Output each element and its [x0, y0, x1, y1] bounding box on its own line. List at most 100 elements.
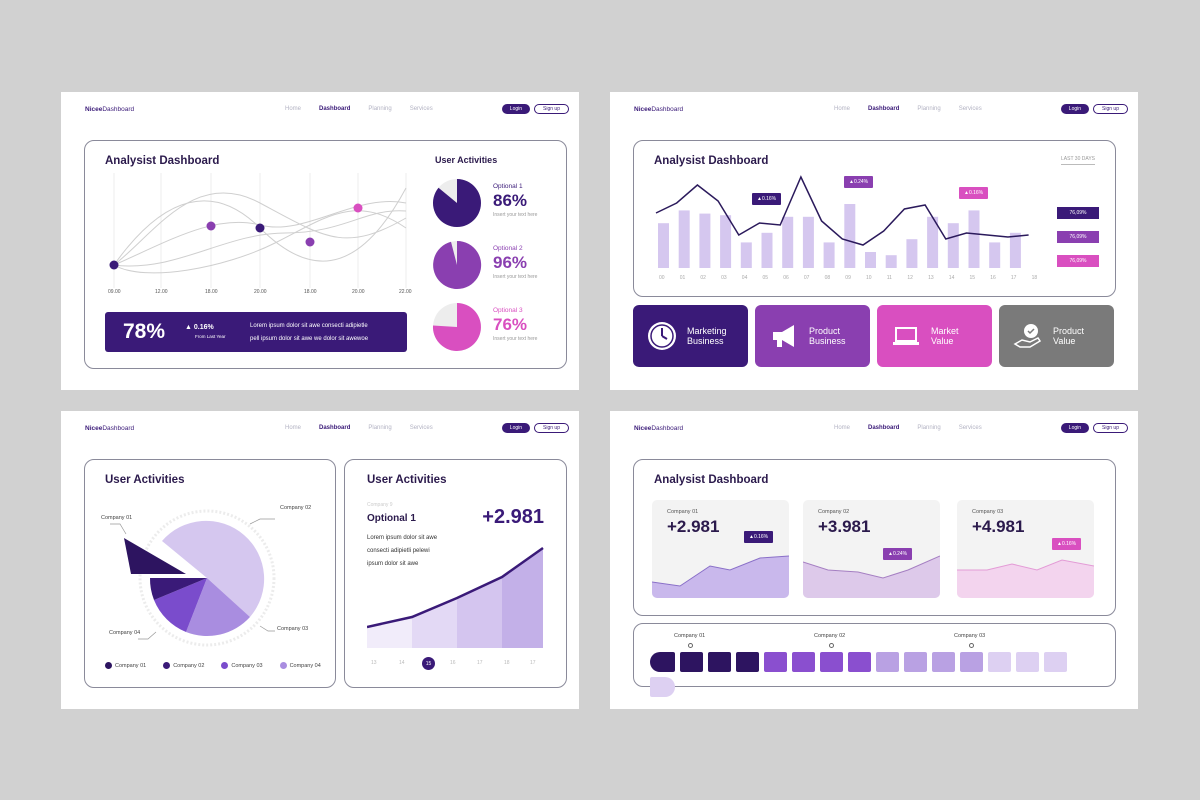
timeline-block[interactable]: [1016, 652, 1039, 672]
bar[interactable]: [678, 210, 690, 268]
day-15-selected[interactable]: 15: [422, 657, 435, 670]
top-nav: NiceeDashboard Home Dashboard Planning S…: [634, 423, 1128, 435]
brand-logo[interactable]: NiceeDashboard: [634, 425, 684, 432]
nav-services[interactable]: Services: [958, 106, 982, 112]
pie-slice[interactable]: [149, 578, 207, 600]
day-13[interactable]: 13: [371, 660, 377, 666]
nav-dashboard[interactable]: Dashboard: [868, 425, 900, 431]
tile-product-value[interactable]: Product Value: [999, 305, 1114, 367]
chart-point[interactable]: [255, 223, 265, 233]
slide-analyst-dashboard-3: NiceeDashboard Home Dashboard Planning S…: [610, 411, 1138, 709]
tile-market-value[interactable]: Market Value: [877, 305, 992, 367]
timeline-block[interactable]: [988, 652, 1011, 672]
timeline-block[interactable]: [708, 652, 731, 672]
timeline-block[interactable]: [736, 652, 759, 672]
nav-planning[interactable]: Planning: [917, 106, 941, 112]
day-14[interactable]: 14: [399, 660, 405, 666]
nav-services[interactable]: Services: [958, 425, 982, 431]
day-18[interactable]: 18: [504, 660, 510, 666]
x-tick: 10: [866, 275, 872, 281]
chart-point[interactable]: [353, 203, 363, 213]
bar[interactable]: [658, 223, 669, 268]
side-value: 76,09%: [1057, 231, 1099, 243]
top-nav: NiceeDashboard Home Dashboard Planning S…: [634, 104, 1128, 116]
bar[interactable]: [844, 204, 856, 268]
bar[interactable]: [761, 232, 773, 268]
chart-point[interactable]: [305, 237, 315, 247]
bar[interactable]: [1009, 232, 1021, 268]
timeline-block[interactable]: [680, 652, 703, 672]
timeline-block[interactable]: [904, 652, 927, 672]
company-card-01[interactable]: Company 01 +2.981 ▲ 0.16%: [652, 500, 789, 598]
login-button[interactable]: Login: [501, 423, 531, 433]
bar[interactable]: [782, 216, 794, 268]
nav-home[interactable]: Home: [285, 106, 302, 112]
nav-dashboard[interactable]: Dashboard: [319, 425, 351, 431]
period-selector[interactable]: LAST 30 DAYS: [1061, 156, 1095, 165]
timeline-block[interactable]: [1044, 652, 1067, 672]
nav-planning[interactable]: Planning: [368, 425, 392, 431]
timeline-block[interactable]: [820, 652, 843, 672]
brand-logo[interactable]: NiceeDashboard: [85, 425, 135, 432]
summary-change: ▲ 0.16%: [185, 324, 214, 331]
timeline-block[interactable]: [876, 652, 899, 672]
bar[interactable]: [968, 210, 980, 268]
bar[interactable]: [989, 242, 1001, 268]
nav-dashboard[interactable]: Dashboard: [319, 106, 351, 112]
nav-home[interactable]: Home: [834, 425, 851, 431]
nav-dashboard[interactable]: Dashboard: [868, 106, 900, 112]
company-card-03[interactable]: Company 03 +4.981 ▲ 0.16%: [957, 500, 1094, 598]
bar[interactable]: [823, 242, 835, 268]
day-16[interactable]: 16: [450, 660, 456, 666]
nav-services[interactable]: Services: [409, 106, 433, 112]
timeline-block[interactable]: [960, 652, 983, 672]
timeline-track: [650, 652, 1096, 697]
login-button[interactable]: Login: [501, 104, 531, 114]
bar[interactable]: [740, 242, 752, 268]
nav-home[interactable]: Home: [285, 425, 302, 431]
pie-slice[interactable]: [124, 538, 186, 574]
growth-value: +2.981: [482, 506, 544, 528]
nav-home[interactable]: Home: [834, 106, 851, 112]
bar[interactable]: [927, 216, 939, 268]
day-17[interactable]: 17: [477, 660, 483, 666]
company-card-02[interactable]: Company 02 +3.981 ▲ 0.24%: [803, 500, 940, 598]
pie-slice[interactable]: [186, 578, 250, 636]
bar[interactable]: [802, 216, 814, 268]
timeline-block[interactable]: [932, 652, 955, 672]
tile-marketing-business[interactable]: Marketing Business: [633, 305, 748, 367]
tile-product-business[interactable]: Product Business: [755, 305, 870, 367]
bar[interactable]: [865, 252, 876, 268]
pie-slice[interactable]: [154, 578, 207, 632]
pie-slice[interactable]: [162, 520, 265, 617]
login-button[interactable]: Login: [1060, 104, 1090, 114]
signup-button[interactable]: Sign up: [534, 423, 569, 433]
signup-button[interactable]: Sign up: [534, 104, 569, 114]
brand-logo[interactable]: NiceeDashboard: [634, 106, 684, 113]
bar[interactable]: [947, 223, 959, 268]
brand-logo[interactable]: NiceeDashboard: [85, 106, 135, 113]
bar[interactable]: [699, 213, 711, 268]
signup-button[interactable]: Sign up: [1093, 423, 1128, 433]
nav-services[interactable]: Services: [409, 425, 433, 431]
bar[interactable]: [720, 215, 732, 268]
activity-label: Optional 1: [493, 183, 523, 190]
pie-label: Company 01: [101, 515, 133, 521]
chart-point[interactable]: [109, 260, 119, 270]
trend-line: [655, 175, 1029, 246]
timeline-block[interactable]: [764, 652, 787, 672]
activity-label: Optional 2: [493, 245, 523, 252]
bar[interactable]: [885, 255, 897, 268]
signup-button[interactable]: Sign up: [1093, 104, 1128, 114]
bar[interactable]: [906, 239, 918, 268]
timeline-block[interactable]: [650, 652, 675, 672]
timeline-block[interactable]: [792, 652, 815, 672]
day-17b[interactable]: 17: [530, 660, 536, 666]
chart-point[interactable]: [206, 221, 216, 231]
timeline-block[interactable]: [650, 677, 675, 697]
area-sparkline: [803, 555, 940, 598]
nav-planning[interactable]: Planning: [368, 106, 392, 112]
nav-planning[interactable]: Planning: [917, 425, 941, 431]
timeline-block[interactable]: [848, 652, 871, 672]
login-button[interactable]: Login: [1060, 423, 1090, 433]
